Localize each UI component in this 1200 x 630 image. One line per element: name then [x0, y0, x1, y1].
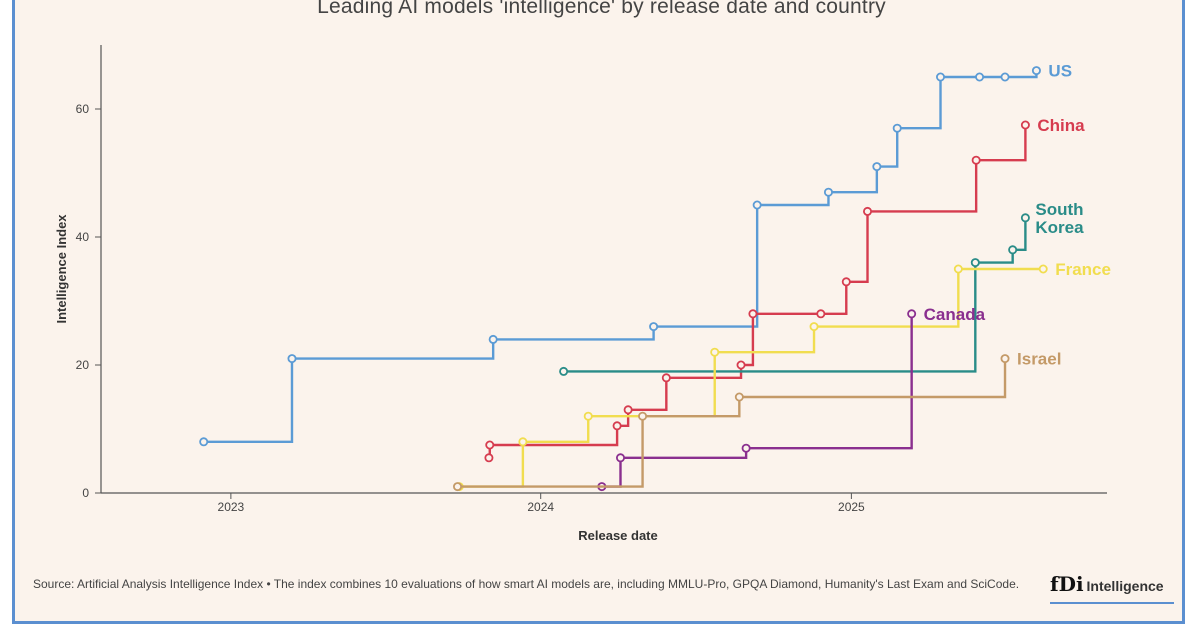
data-point-china [816, 309, 826, 319]
data-point-china [748, 309, 758, 319]
data-point-canada [907, 309, 917, 319]
data-point-us [287, 354, 297, 364]
series-label-israel: Israel [1017, 350, 1061, 369]
data-point-israel [734, 392, 744, 402]
data-point-us [823, 187, 833, 197]
series-label-canada: Canada [924, 305, 986, 324]
series-china: China [484, 116, 1085, 463]
data-point-france [809, 322, 819, 332]
data-point-israel [453, 482, 463, 492]
data-point-china [485, 440, 495, 450]
logo-mark: fDi [1050, 572, 1084, 596]
logo-underline [1050, 602, 1174, 604]
data-point-france [710, 347, 720, 357]
chart-card: Leading AI models 'intelligence' by rele… [12, 0, 1185, 624]
data-point-france [953, 264, 963, 274]
data-point-china [841, 277, 851, 287]
source-note: Source: Artificial Analysis Intelligence… [33, 577, 1020, 591]
data-point-china [612, 421, 622, 431]
series-label-south-korea: Korea [1035, 218, 1084, 237]
series-line-south-korea [563, 217, 1027, 373]
series-label-france: France [1055, 260, 1111, 279]
series-label-china: China [1037, 116, 1085, 135]
y-tick-label: 20 [76, 358, 90, 372]
series-us: US [199, 62, 1072, 447]
chart-plot: 0 20 40 60 2023 2024 2025 Release date Intellige… [54, 45, 1111, 543]
data-point-china [623, 405, 633, 415]
logo-text: Intelligence [1086, 578, 1164, 594]
data-point-canada [615, 453, 625, 463]
x-tick-label: 2025 [838, 500, 865, 514]
y-axis-title: Intelligence Index [54, 214, 69, 324]
data-point-us [752, 200, 762, 210]
data-point-israel [638, 411, 648, 421]
data-point-canada [741, 443, 751, 453]
data-point-south-korea [970, 258, 980, 268]
data-point-us [488, 334, 498, 344]
data-point-france [583, 411, 593, 421]
series-france: France [454, 260, 1111, 492]
chart-title: Leading AI models 'intelligence' by rele… [317, 0, 886, 18]
series-israel: Israel [453, 350, 1061, 492]
data-point-china [661, 373, 671, 383]
data-point-france [518, 437, 528, 447]
data-point-south-korea [1020, 213, 1030, 223]
data-point-us [1000, 72, 1010, 82]
data-point-south-korea [559, 366, 569, 376]
data-point-china [736, 360, 746, 370]
series-line-israel [457, 358, 1007, 488]
data-point-us [892, 123, 902, 133]
x-tick-label: 2024 [527, 500, 554, 514]
data-point-us [872, 162, 882, 172]
y-tick-label: 40 [76, 230, 90, 244]
data-point-us [936, 72, 946, 82]
data-point-us [975, 72, 985, 82]
data-point-china [1020, 120, 1030, 130]
series-label-south-korea: South [1035, 200, 1083, 219]
x-axis-title: Release date [578, 528, 658, 543]
data-point-china [484, 453, 494, 463]
data-point-china [863, 206, 873, 216]
data-point-us [649, 322, 659, 332]
y-tick-label: 60 [76, 102, 90, 116]
data-point-south-korea [1008, 245, 1018, 255]
data-point-israel [1000, 354, 1010, 364]
data-point-us [199, 437, 209, 447]
series-label-us: US [1048, 62, 1072, 81]
data-point-us [1031, 66, 1041, 76]
data-point-france [1038, 264, 1048, 274]
series-line-france [459, 267, 1044, 488]
fdi-intelligence-logo: fDi Intelligence [1050, 572, 1174, 604]
data-point-china [971, 155, 981, 165]
series-line-china [488, 125, 1027, 459]
x-tick-label: 2023 [218, 500, 245, 514]
y-tick-label: 0 [82, 486, 89, 500]
